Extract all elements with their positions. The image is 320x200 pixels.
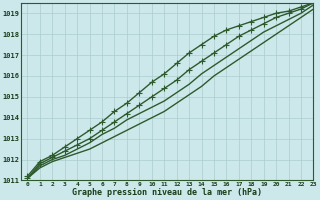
X-axis label: Graphe pression niveau de la mer (hPa): Graphe pression niveau de la mer (hPa) [72,188,262,197]
